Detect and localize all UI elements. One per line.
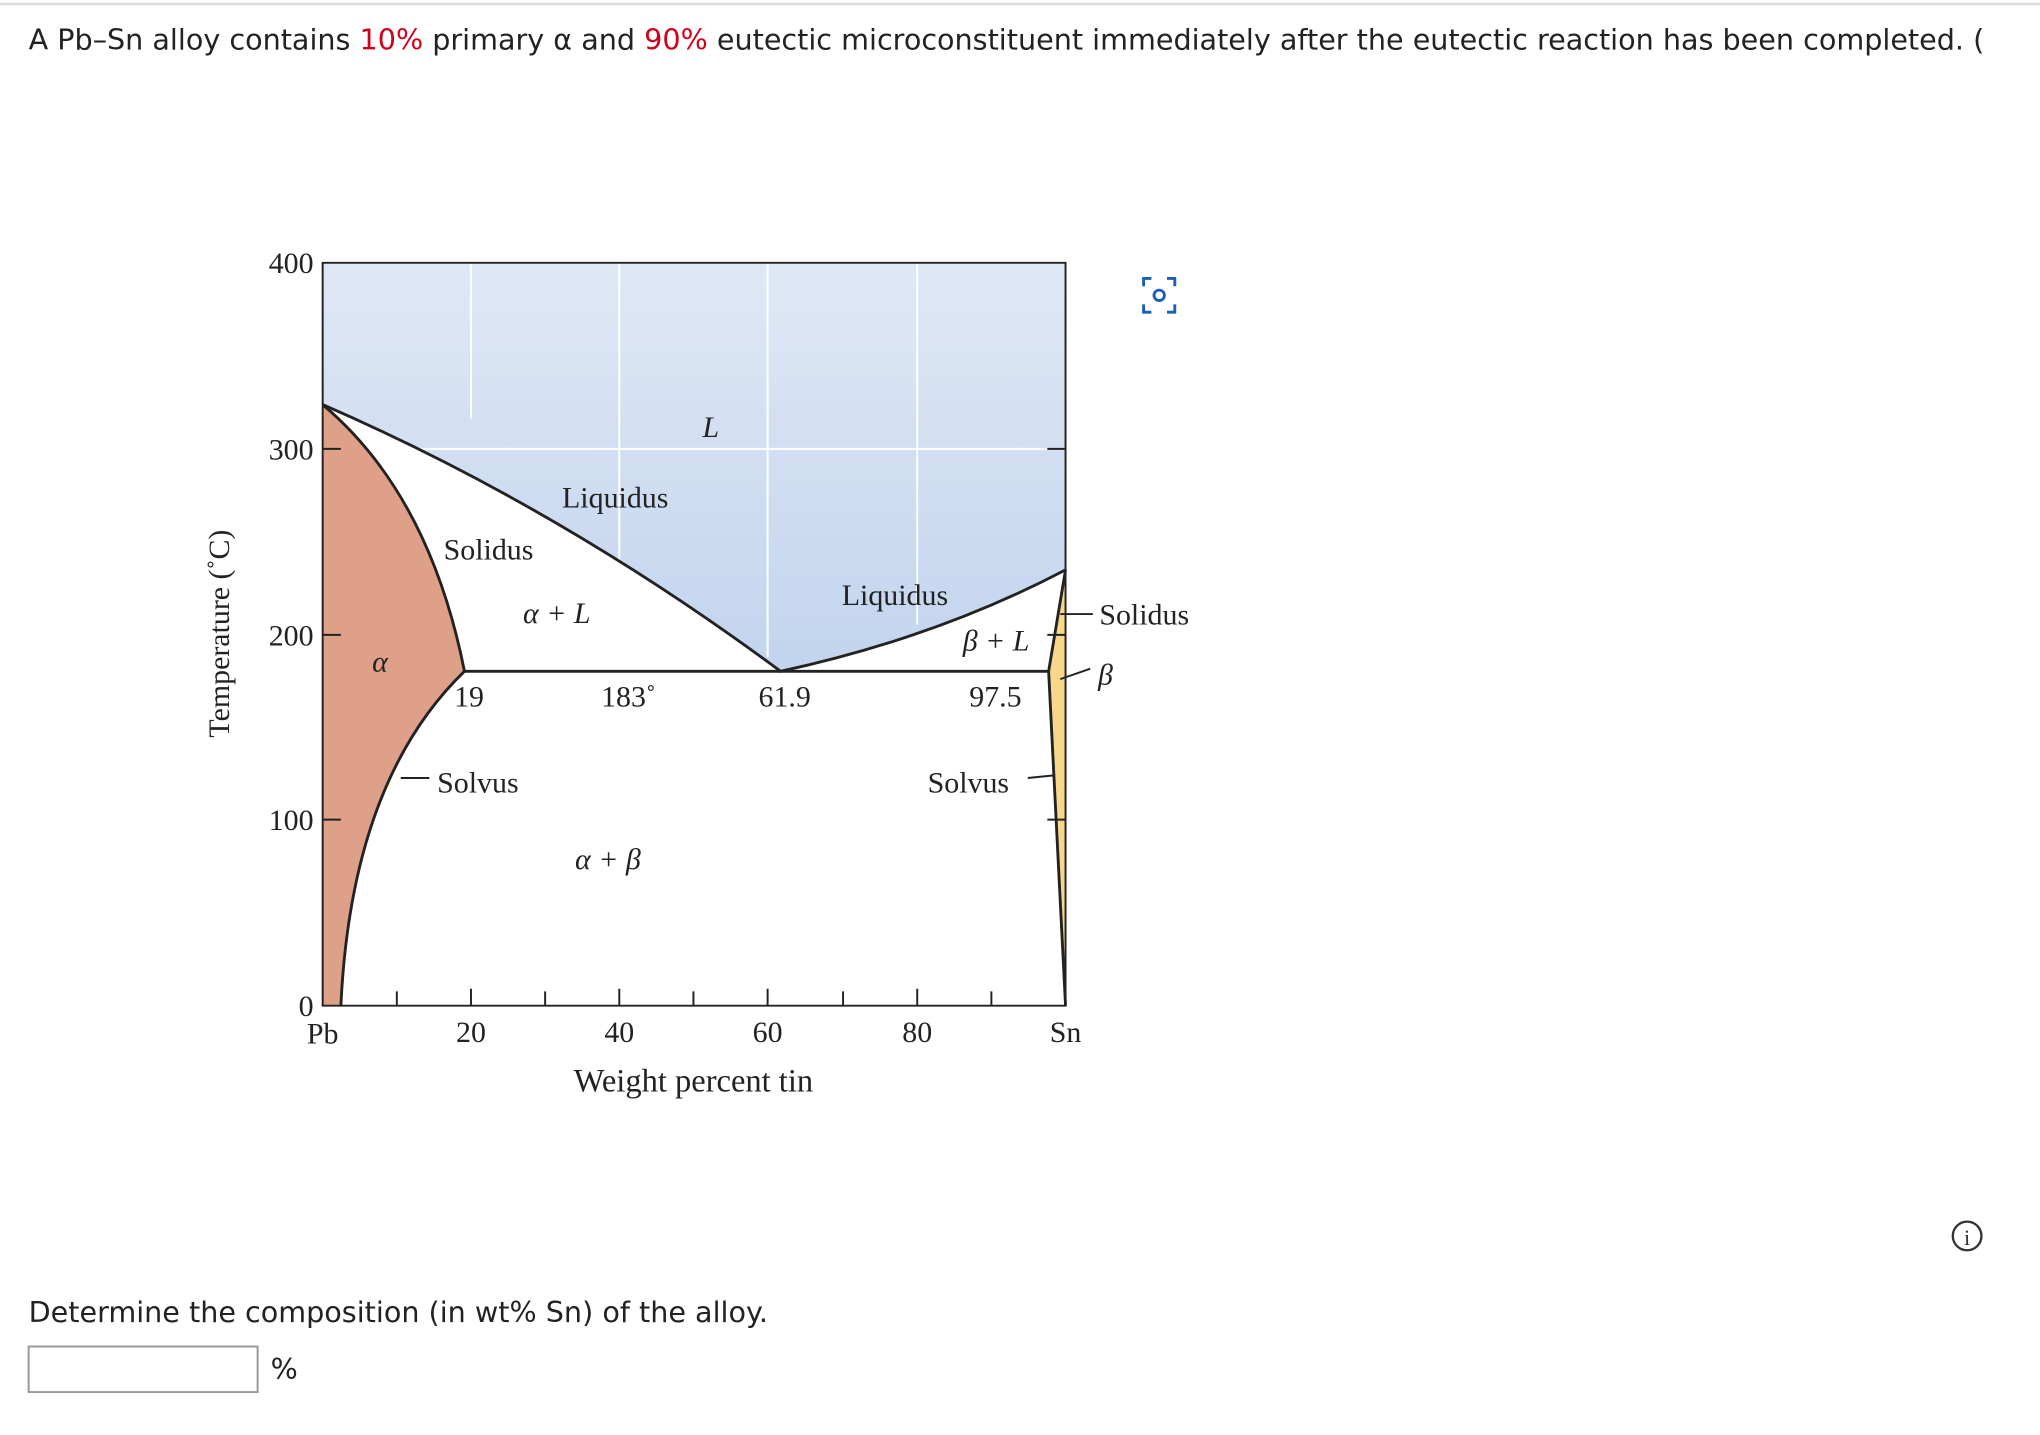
- liquidus: [322, 403, 1067, 673]
- info-icon[interactable]: i: [1951, 1220, 1983, 1252]
- solidus-solvus-left: [321, 403, 467, 1006]
- point-label: 61.9: [758, 680, 810, 713]
- highlight: 90%: [644, 22, 708, 56]
- y-tick-label: 100: [269, 804, 314, 837]
- x-tick-labels: Pb 20 40 60 80 Sn Weight percent tin: [307, 1016, 1082, 1099]
- region-label: β + L: [962, 624, 1030, 657]
- curve-label: Solidus: [444, 533, 534, 566]
- ticks: [322, 447, 1093, 1006]
- question-text: eutectic microconstituent immediately af…: [708, 22, 1984, 56]
- question-text: primary α and: [423, 22, 644, 56]
- svg-text:i: i: [1964, 1225, 1970, 1250]
- curve-label: Solvus: [437, 766, 518, 799]
- y-tick-label: 0: [299, 990, 314, 1023]
- liquid-region: [322, 262, 1066, 672]
- x-tick-label: Pb: [307, 1017, 339, 1050]
- alpha-region: [322, 404, 465, 1006]
- region-label: α + L: [523, 597, 590, 630]
- y-axis-label: Temperature (˚C): [203, 530, 236, 738]
- y-tick-label: 400: [269, 247, 314, 280]
- point-label: 183˚: [601, 680, 656, 713]
- region-label: β: [1097, 658, 1113, 691]
- annotations: L α + L β + L α β α + β Liquidus Liquidu…: [372, 411, 1189, 876]
- region-label: α: [372, 645, 389, 678]
- x-tick-label: 80: [902, 1016, 932, 1049]
- curve-label: Liquidus: [562, 481, 668, 514]
- point-label: 19: [454, 680, 484, 713]
- x-tick-label: 60: [753, 1016, 783, 1049]
- x-tick-label: Sn: [1050, 1016, 1082, 1049]
- point-label: 97.5: [969, 680, 1021, 713]
- x-tick-label: 20: [456, 1016, 486, 1049]
- x-tick-label: 40: [604, 1016, 634, 1049]
- region-label: L: [702, 411, 720, 444]
- curve-label: Solvus: [928, 766, 1009, 799]
- curve-label: Liquidus: [842, 579, 948, 612]
- unit-label: %: [271, 1352, 298, 1386]
- x-axis-label: Weight percent tin: [574, 1064, 813, 1100]
- scan-icon[interactable]: [1142, 276, 1177, 314]
- question-text: A Pb–Sn alloy contains: [29, 22, 360, 56]
- answer-input[interactable]: [27, 1345, 259, 1394]
- highlight: 10%: [360, 22, 424, 56]
- y-tick-labels: 400 300 200 100 0: [269, 247, 314, 1023]
- y-tick-label: 200: [269, 619, 314, 652]
- curve-label: Solidus: [1099, 598, 1189, 631]
- y-tick-label: 300: [269, 433, 314, 466]
- phase-diagram: Temperature (˚C) 400 300 200 100 0 Pb 20…: [203, 247, 1189, 1099]
- region-label: α + β: [575, 843, 641, 876]
- prompt: Determine the composition (in wt% Sn) of…: [29, 1295, 768, 1329]
- question: A Pb–Sn alloy contains 10% primary α and…: [29, 22, 1985, 56]
- grid: [364, 262, 1066, 658]
